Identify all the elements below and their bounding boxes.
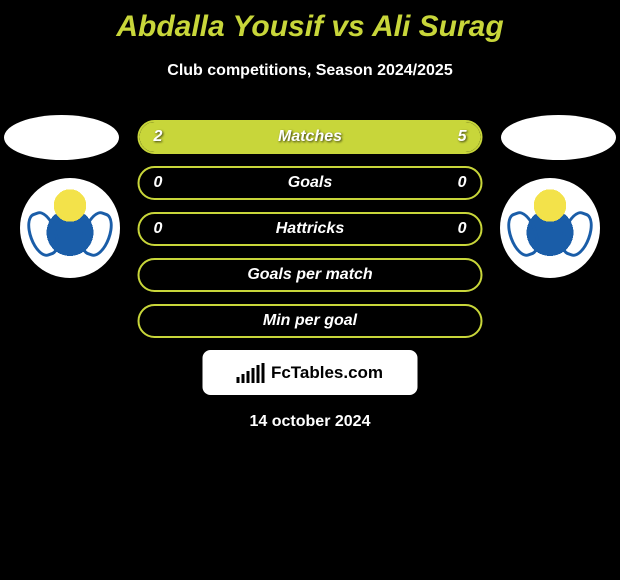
stat-label: Goals bbox=[288, 174, 332, 192]
subtitle: Club competitions, Season 2024/2025 bbox=[0, 62, 620, 80]
page-title: Abdalla Yousif vs Ali Surag bbox=[0, 0, 620, 44]
stat-label: Min per goal bbox=[263, 312, 357, 330]
club-crest-icon bbox=[505, 183, 595, 273]
stat-label: Hattricks bbox=[276, 220, 344, 238]
player-avatar-left bbox=[4, 115, 119, 160]
stats-panel: 2 Matches 5 0 Goals 0 0 Hattricks 0 Goal… bbox=[138, 120, 483, 431]
date-text: 14 october 2024 bbox=[138, 413, 483, 431]
stat-value-right: 0 bbox=[458, 174, 467, 192]
stat-value-right: 0 bbox=[458, 220, 467, 238]
brand-text: FcTables.com bbox=[271, 363, 383, 383]
stat-value-right: 5 bbox=[458, 128, 467, 146]
stat-row-goals-per-match: Goals per match bbox=[138, 258, 483, 292]
stat-label: Goals per match bbox=[247, 266, 372, 284]
stat-row-min-per-goal: Min per goal bbox=[138, 304, 483, 338]
player-avatar-right bbox=[501, 115, 616, 160]
stat-value-left: 2 bbox=[154, 128, 163, 146]
stat-fill-right bbox=[238, 122, 480, 152]
stat-value-left: 0 bbox=[154, 174, 163, 192]
brand-bars-icon bbox=[237, 363, 265, 383]
stat-row-hattricks: 0 Hattricks 0 bbox=[138, 212, 483, 246]
club-logo-right bbox=[500, 178, 600, 278]
club-crest-icon bbox=[25, 183, 115, 273]
brand-watermark: FcTables.com bbox=[203, 350, 418, 395]
stat-row-matches: 2 Matches 5 bbox=[138, 120, 483, 154]
club-logo-left bbox=[20, 178, 120, 278]
stat-value-left: 0 bbox=[154, 220, 163, 238]
stat-label: Matches bbox=[278, 128, 342, 146]
stat-row-goals: 0 Goals 0 bbox=[138, 166, 483, 200]
